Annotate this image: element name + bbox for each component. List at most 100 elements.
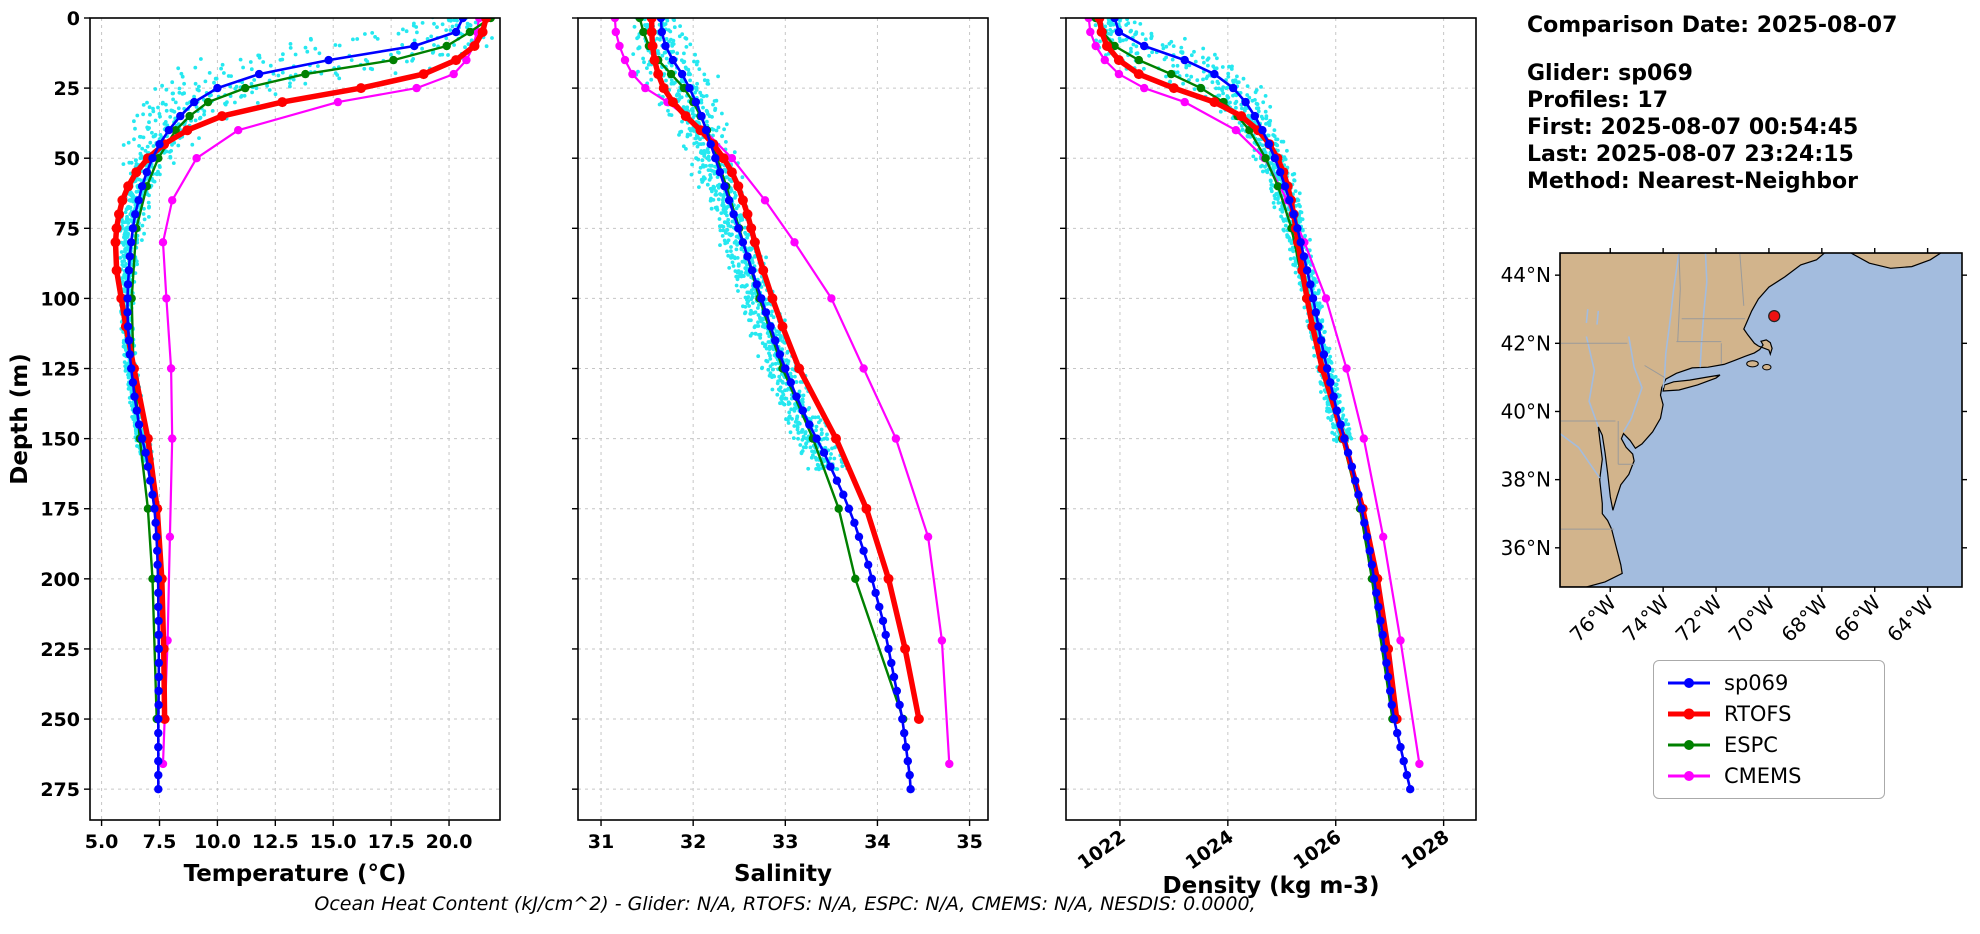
map-state-border — [1739, 253, 1745, 306]
svg-text:5.0: 5.0 — [85, 831, 119, 853]
svg-text:50: 50 — [54, 148, 80, 170]
svg-text:38°N: 38°N — [1501, 468, 1551, 492]
svg-text:33: 33 — [772, 831, 798, 853]
legend-item-ESPC: ESPC — [1666, 733, 1866, 757]
header-info: Comparison Date: 2025-08-07 Glider: sp06… — [1527, 12, 1897, 195]
svg-text:17.5: 17.5 — [368, 831, 415, 853]
svg-text:200: 200 — [40, 569, 80, 591]
glider-name-text: Glider: sp069 — [1527, 61, 1693, 86]
series-sp069 — [123, 18, 468, 794]
svg-text:225: 225 — [40, 639, 80, 661]
legend-label-RTOFS: RTOFS — [1724, 702, 1792, 726]
svg-text:68°W: 68°W — [1776, 590, 1832, 646]
svg-text:44°N: 44°N — [1501, 263, 1551, 287]
svg-text:7.5: 7.5 — [143, 831, 177, 853]
legend-label-CMEMS: CMEMS — [1724, 764, 1802, 788]
axis-ticks: 31 32 33 34 35 — [572, 17, 983, 853]
map-river — [1699, 253, 1708, 368]
legend-sample-ESPC — [1668, 740, 1710, 750]
series-RTOFS — [646, 18, 924, 724]
svg-text:40°N: 40°N — [1501, 399, 1551, 423]
series-CMEMS — [158, 18, 484, 769]
legend-label-ESPC: ESPC — [1724, 733, 1778, 757]
grid-lines — [1066, 17, 1476, 820]
svg-text:1026: 1026 — [1290, 826, 1346, 874]
svg-text:36°N: 36°N — [1501, 536, 1551, 560]
svg-text:1022: 1022 — [1074, 826, 1130, 874]
svg-text:42°N: 42°N — [1501, 331, 1551, 355]
svg-text:125: 125 — [40, 359, 80, 381]
map-river — [1596, 310, 1600, 325]
svg-text:175: 175 — [40, 499, 80, 521]
temperature-panel: 5.0 7.5 10.0 12.5 15.0 17.5 20.0 0 25 50 75 100 125 1… — [40, 8, 501, 853]
svg-text:1028: 1028 — [1397, 826, 1453, 874]
salinity-panel: 31 32 33 34 35 — [572, 17, 989, 853]
svg-text:25: 25 — [54, 78, 80, 100]
axis-ticks: 1022 1024 1026 1028 — [1060, 17, 1453, 874]
map-island — [1762, 364, 1772, 371]
legend-sample-CMEMS — [1668, 771, 1710, 781]
svg-text:66°W: 66°W — [1829, 590, 1885, 646]
map-landmass — [1850, 253, 1942, 269]
header-spacer — [1527, 39, 1897, 60]
svg-text:35: 35 — [956, 831, 982, 853]
map-river — [1585, 336, 1600, 428]
comparison-date-text: Comparison Date: 2025-08-07 — [1527, 13, 1898, 38]
glider-raw-points — [1093, 18, 1354, 444]
svg-text:34: 34 — [864, 831, 890, 853]
svg-text:150: 150 — [40, 429, 80, 451]
series-sp069 — [1110, 18, 1415, 794]
svg-text:12.5: 12.5 — [252, 831, 299, 853]
map-island — [1746, 360, 1759, 368]
glider-location-marker — [1768, 310, 1781, 323]
legend-item-CMEMS: CMEMS — [1666, 764, 1866, 788]
profiles-count-text: Profiles: 17 — [1527, 88, 1669, 113]
y-axis-label-depth: Depth (m) — [7, 353, 33, 485]
x-axis-label-density: Density (kg m-3) — [1163, 873, 1380, 899]
map-river — [1622, 336, 1643, 433]
last-profile-time-text: Last: 2025-08-07 23:24:15 — [1527, 142, 1854, 167]
map-river — [1560, 432, 1601, 479]
svg-text:275: 275 — [40, 779, 80, 801]
ohc-caption: Ocean Heat Content (kJ/cm^2) - Glider: N… — [314, 893, 1256, 915]
series-sp069 — [656, 18, 915, 794]
first-profile-time-text: First: 2025-08-07 00:54:45 — [1527, 115, 1859, 140]
svg-text:1024: 1024 — [1182, 826, 1238, 874]
map-river — [1662, 253, 1680, 388]
map-river — [1585, 309, 1589, 323]
svg-text:15.0: 15.0 — [310, 831, 357, 853]
svg-text:10.0: 10.0 — [194, 831, 241, 853]
svg-text:0: 0 — [67, 8, 80, 30]
legend-item-RTOFS: RTOFS — [1666, 702, 1866, 726]
x-axis-label-salinity: Salinity — [734, 861, 832, 887]
series-CMEMS — [610, 18, 954, 769]
density-panel: 1022 1024 1026 1028 — [1060, 17, 1477, 874]
map-state-border — [1677, 253, 1681, 342]
legend: sp069 RTOFS ESPC CMEMS — [1653, 660, 1885, 799]
svg-text:250: 250 — [40, 709, 80, 731]
svg-text:100: 100 — [40, 288, 80, 310]
x-axis-label-temperature: Temperature (°C) — [184, 861, 407, 887]
axis-labels: Depth (m) Temperature (°C) Salinity Dens… — [7, 353, 1379, 899]
svg-text:31: 31 — [588, 831, 614, 853]
svg-text:75: 75 — [54, 218, 80, 240]
legend-label-sp069: sp069 — [1724, 671, 1789, 695]
grid-lines — [90, 17, 500, 820]
legend-item-sp069: sp069 — [1666, 671, 1866, 695]
grid-lines — [578, 17, 988, 820]
svg-text:20.0: 20.0 — [426, 831, 473, 853]
method-text: Method: Nearest-Neighbor — [1527, 169, 1858, 194]
legend-sample-sp069 — [1668, 678, 1710, 688]
svg-text:72°W: 72°W — [1671, 590, 1727, 646]
svg-text:70°W: 70°W — [1724, 590, 1780, 646]
legend-sample-RTOFS — [1668, 708, 1710, 720]
map-state-border — [1644, 365, 1665, 378]
axis-ticks: 5.0 7.5 10.0 12.5 15.0 17.5 20.0 0 25 50 75 100 125 1… — [40, 8, 472, 853]
svg-text:76°W: 76°W — [1565, 590, 1621, 646]
map-landmass — [1560, 253, 1826, 587]
map-landmass — [1662, 374, 1721, 392]
svg-text:64°W: 64°W — [1882, 590, 1938, 646]
svg-text:32: 32 — [680, 831, 706, 853]
